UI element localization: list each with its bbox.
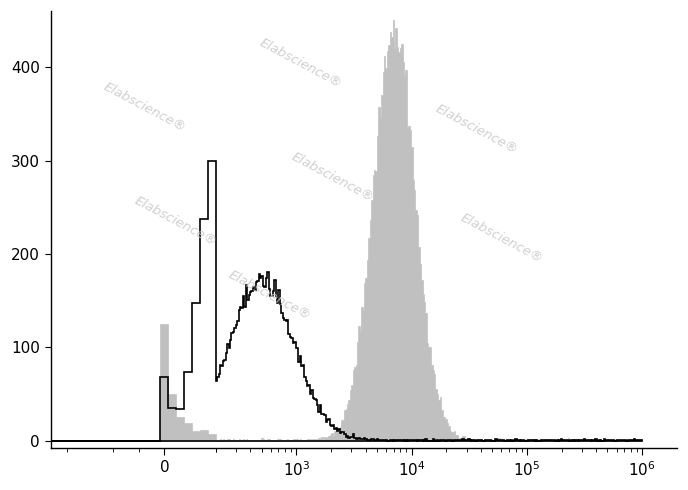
Text: Elabscience®: Elabscience®	[226, 268, 313, 322]
Text: Elabscience®: Elabscience®	[101, 80, 188, 134]
Text: Elabscience®: Elabscience®	[289, 150, 376, 204]
Text: Elabscience®: Elabscience®	[132, 194, 219, 248]
Polygon shape	[50, 21, 642, 441]
Text: Elabscience®: Elabscience®	[258, 36, 345, 91]
Text: Elabscience®: Elabscience®	[458, 211, 545, 266]
Text: Elabscience®: Elabscience®	[433, 102, 520, 156]
